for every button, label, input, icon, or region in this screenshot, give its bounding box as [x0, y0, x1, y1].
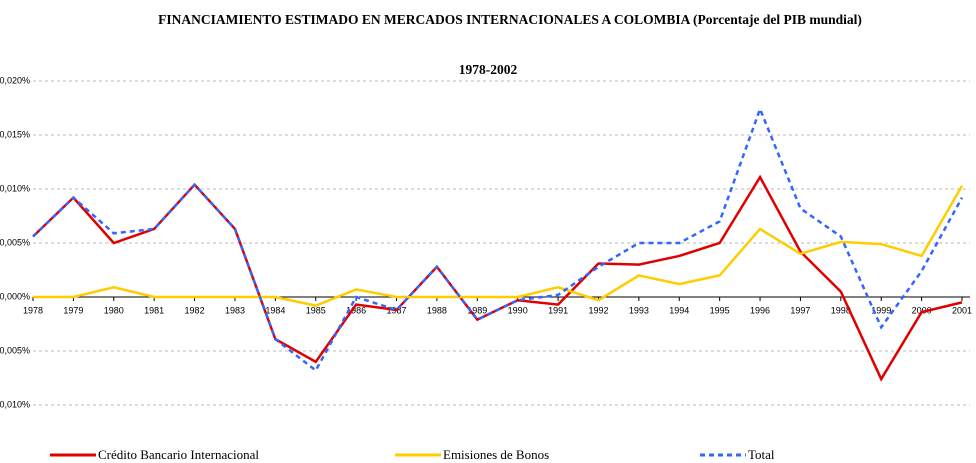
x-tick-label: 1999 — [871, 305, 891, 315]
y-tick-label: 0,010% — [0, 183, 30, 193]
y-tick-label: 0,020% — [0, 75, 30, 85]
y-tick-label: 0,000% — [0, 291, 30, 301]
y-tick-label: 0,015% — [0, 129, 30, 139]
x-tick-label: 1993 — [629, 305, 649, 315]
x-tick-label: 1983 — [225, 305, 245, 315]
x-tick-label: 1979 — [63, 305, 83, 315]
x-tick-label: 1978 — [23, 305, 43, 315]
x-tick-label: 2000 — [912, 305, 932, 315]
x-tick-label: 1991 — [548, 305, 568, 315]
legend-label: Crédito Bancario Internacional — [98, 447, 259, 462]
x-tick-label: 1996 — [750, 305, 770, 315]
x-tick-label: 1986 — [346, 305, 366, 315]
chart-title: FINANCIAMIENTO ESTIMADO EN MERCADOS INTE… — [158, 12, 862, 27]
chart-subtitle: 1978-2002 — [458, 62, 518, 77]
series-line — [32, 105, 964, 373]
x-tick-label: 1990 — [508, 305, 528, 315]
y-tick-label: -0,005% — [0, 345, 30, 355]
x-tick-label: 1982 — [185, 305, 205, 315]
legend-label: Emisiones de Bonos — [443, 447, 549, 462]
x-tick-label: 1994 — [669, 305, 689, 315]
x-tick-label: 1997 — [790, 305, 810, 315]
x-tick-label: 1998 — [831, 305, 851, 315]
x-tick-label: 1985 — [306, 305, 326, 315]
x-tick-label: 2001 — [952, 305, 972, 315]
series-line — [33, 185, 964, 307]
y-tick-label: -0,010% — [0, 399, 30, 409]
x-tick-label: 1981 — [144, 305, 164, 315]
x-tick-label: 1984 — [265, 305, 285, 315]
x-tick-label: 1989 — [467, 305, 487, 315]
y-tick-label: 0,005% — [0, 237, 30, 247]
x-tick-label: 1988 — [427, 305, 447, 315]
series-line — [32, 174, 963, 382]
x-tick-label: 1995 — [710, 305, 730, 315]
x-tick-label: 1992 — [588, 305, 608, 315]
legend-label: Total — [748, 447, 775, 462]
x-tick-label: 1980 — [104, 305, 124, 315]
